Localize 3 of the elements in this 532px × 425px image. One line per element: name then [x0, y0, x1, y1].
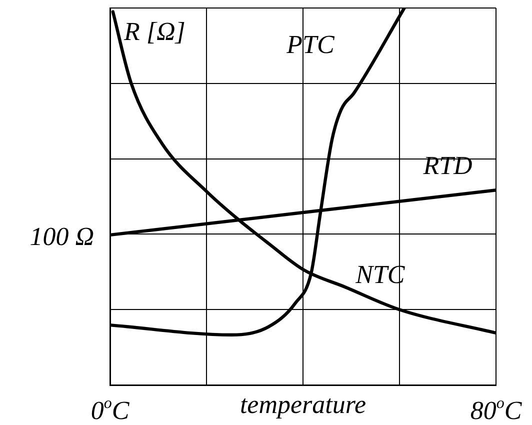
x-axis-title: temperature: [240, 390, 366, 419]
annotation: 100 Ω: [30, 222, 94, 251]
y-axis-title: R [Ω]: [123, 17, 186, 46]
